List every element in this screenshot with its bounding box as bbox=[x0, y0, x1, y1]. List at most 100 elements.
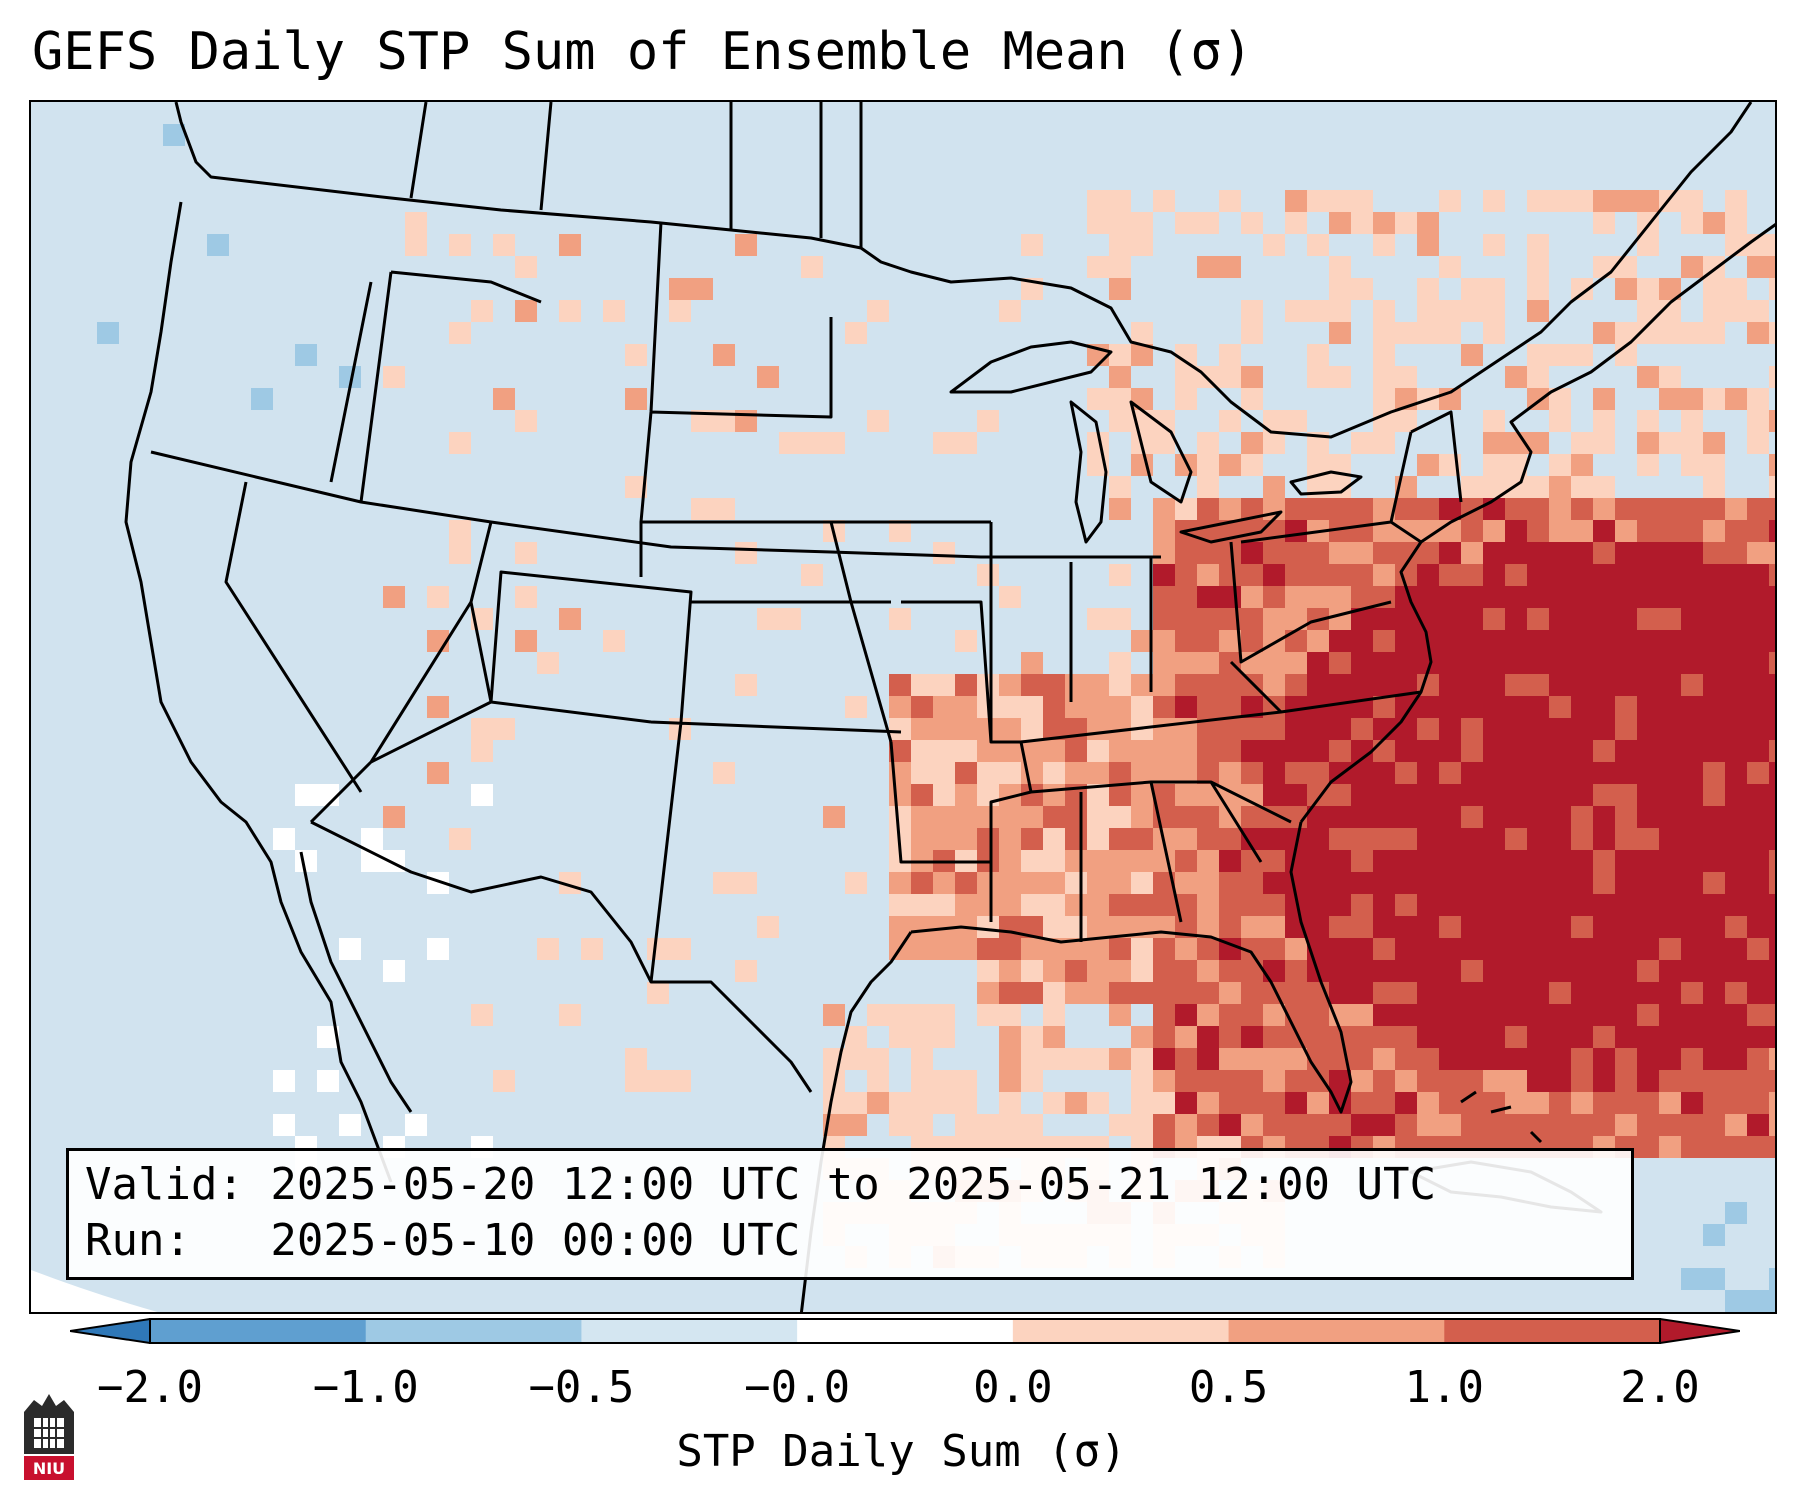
field-cell bbox=[1373, 938, 1395, 960]
field-cell bbox=[1615, 520, 1637, 542]
field-cell bbox=[1549, 1004, 1571, 1026]
field-cell bbox=[1241, 542, 1263, 564]
field-cell bbox=[515, 630, 537, 652]
field-cell bbox=[1263, 1092, 1285, 1114]
field-cell bbox=[955, 762, 977, 784]
field-cell bbox=[1263, 784, 1285, 806]
field-cell bbox=[1505, 960, 1527, 982]
field-cell bbox=[1769, 1268, 1775, 1290]
field-cell bbox=[757, 608, 779, 630]
field-cell bbox=[1659, 300, 1681, 322]
field-cell bbox=[1527, 520, 1549, 542]
field-cell bbox=[1659, 806, 1681, 828]
field-cell bbox=[1153, 960, 1175, 982]
field-cell bbox=[1153, 410, 1175, 432]
field-cell bbox=[1681, 630, 1703, 652]
field-cell bbox=[955, 718, 977, 740]
field-cell bbox=[1351, 1048, 1373, 1070]
field-cell bbox=[1197, 982, 1219, 1004]
field-cell bbox=[977, 1004, 999, 1026]
field-cell bbox=[1373, 212, 1395, 234]
field-cell bbox=[933, 1070, 955, 1092]
field-cell bbox=[537, 652, 559, 674]
field-cell bbox=[977, 938, 999, 960]
field-cell bbox=[1439, 960, 1461, 982]
field-cell bbox=[1659, 542, 1681, 564]
field-cell bbox=[1241, 938, 1263, 960]
field-cell bbox=[1571, 454, 1593, 476]
field-cell bbox=[1637, 982, 1659, 1004]
field-cell bbox=[1153, 894, 1175, 916]
field-cell bbox=[1681, 322, 1703, 344]
field-cell bbox=[1439, 256, 1461, 278]
field-cell bbox=[427, 586, 449, 608]
field-cell bbox=[1747, 806, 1769, 828]
field-cell bbox=[1087, 256, 1109, 278]
field-cell bbox=[1109, 278, 1131, 300]
field-cell bbox=[1197, 938, 1219, 960]
field-cell bbox=[1307, 454, 1329, 476]
field-cell bbox=[1395, 894, 1417, 916]
field-cell bbox=[1021, 894, 1043, 916]
field-cell bbox=[405, 212, 427, 234]
field-cell bbox=[493, 718, 515, 740]
field-cell bbox=[1263, 1070, 1285, 1092]
field-cell bbox=[1109, 608, 1131, 630]
field-cell bbox=[1219, 872, 1241, 894]
field-cell bbox=[1109, 344, 1131, 366]
map-panel[interactable] bbox=[29, 100, 1777, 1314]
field-cell bbox=[1505, 872, 1527, 894]
field-cell bbox=[1197, 630, 1219, 652]
field-cell bbox=[1109, 564, 1131, 586]
field-cell bbox=[1549, 388, 1571, 410]
field-cell bbox=[889, 718, 911, 740]
field-cell bbox=[1395, 784, 1417, 806]
field-cell bbox=[1637, 1048, 1659, 1070]
field-cell bbox=[1527, 850, 1549, 872]
field-cell bbox=[1241, 740, 1263, 762]
field-cell bbox=[1483, 542, 1505, 564]
field-cell bbox=[1263, 938, 1285, 960]
field-cell bbox=[1219, 498, 1241, 520]
field-cell bbox=[1307, 564, 1329, 586]
field-cell bbox=[1725, 1202, 1747, 1224]
field-cell bbox=[1329, 366, 1351, 388]
field-cell bbox=[1725, 1290, 1747, 1312]
field-cell bbox=[1153, 938, 1175, 960]
field-cell bbox=[1483, 762, 1505, 784]
colorbar-tick-label: −0.5 bbox=[528, 1362, 635, 1413]
field-cell bbox=[1615, 718, 1637, 740]
colorbar-outline bbox=[149, 1318, 1661, 1344]
field-cell bbox=[1747, 1048, 1769, 1070]
field-cell bbox=[1285, 410, 1307, 432]
field-cell bbox=[1637, 322, 1659, 344]
field-cell bbox=[1659, 762, 1681, 784]
field-cell bbox=[1527, 960, 1549, 982]
field-cell bbox=[1549, 1070, 1571, 1092]
field-cell bbox=[1615, 916, 1637, 938]
lake-michigan bbox=[1069, 400, 1108, 544]
field-cell bbox=[1087, 608, 1109, 630]
field-cell bbox=[1043, 762, 1065, 784]
field-cell bbox=[1351, 784, 1373, 806]
field-cell bbox=[1549, 498, 1571, 520]
field-cell bbox=[1373, 784, 1395, 806]
field-cell bbox=[1131, 344, 1153, 366]
field-cell bbox=[1681, 652, 1703, 674]
field-cell bbox=[1549, 608, 1571, 630]
field-cell bbox=[625, 344, 647, 366]
field-cell bbox=[1285, 982, 1307, 1004]
field-cell bbox=[1263, 1114, 1285, 1136]
field-cell bbox=[1681, 520, 1703, 542]
field-cell bbox=[1681, 1136, 1703, 1158]
field-cell bbox=[1483, 520, 1505, 542]
field-cell bbox=[867, 1092, 889, 1114]
field-cell bbox=[933, 894, 955, 916]
field-cell bbox=[1373, 740, 1395, 762]
field-cell bbox=[1461, 828, 1483, 850]
field-cell bbox=[977, 784, 999, 806]
field-cell bbox=[1527, 652, 1549, 674]
field-cell bbox=[1373, 1114, 1395, 1136]
field-cell bbox=[1285, 1114, 1307, 1136]
field-cell bbox=[1197, 1070, 1219, 1092]
